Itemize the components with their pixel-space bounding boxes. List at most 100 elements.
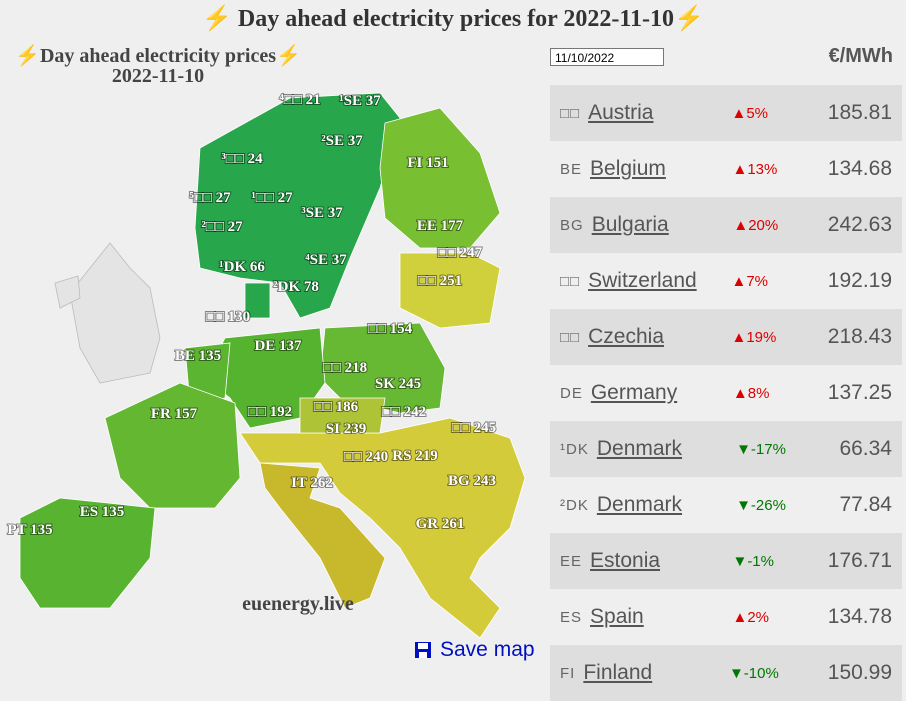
map-label: ³□□ 24 <box>221 151 263 167</box>
map-label: BE 135 <box>175 348 221 364</box>
map-label: ES 135 <box>80 504 125 520</box>
country-code: ¹DK <box>560 440 589 458</box>
country-link[interactable]: Finland <box>583 661 653 684</box>
finland <box>379 107 501 249</box>
benelux <box>184 342 231 404</box>
map-label: ¹□□ 27 <box>251 190 293 206</box>
page-title: ⚡ Day ahead electricity prices for 2022-… <box>202 6 704 32</box>
denmark <box>244 282 271 319</box>
country-code: BE <box>560 160 583 178</box>
country-code: DE <box>560 384 583 402</box>
unit-header: €/MWh <box>828 45 893 67</box>
map-label: GR 261 <box>416 516 465 532</box>
table-row: BG Bulgaria ▲20% 242.63 <box>550 197 902 253</box>
table-row: □□ Switzerland ▲7% 192.19 <box>550 253 902 309</box>
country-code: □□ <box>560 272 581 290</box>
price-change: ▼-1% <box>732 552 774 570</box>
map-label: □□ 242 <box>382 404 426 420</box>
country-link[interactable]: Denmark <box>596 493 683 516</box>
map-label: □□ 192 <box>248 404 292 420</box>
map-label: ⁴□□ 21 <box>279 92 320 108</box>
price: 134.68 <box>827 157 892 180</box>
price-table: □□ Austria ▲5% 185.81 BE Belgium ▲13% 134.68 BG B… <box>550 85 902 701</box>
price-change: ▲7% <box>731 272 768 290</box>
map-label: RS 219 <box>392 448 437 464</box>
map-label: ²SE 37 <box>321 133 363 149</box>
table-row: FI Finland ▼-10% 150.99 <box>550 645 902 701</box>
table-row: EE Estonia ▼-1% 176.71 <box>550 533 902 589</box>
map-label: □□ 251 <box>418 273 462 289</box>
italy <box>259 462 386 609</box>
ireland <box>54 275 81 309</box>
country-link[interactable]: Switzerland <box>588 269 697 292</box>
table-row: □□ Austria ▲5% 185.81 <box>550 85 902 141</box>
map-label: □□ 186 <box>314 399 359 415</box>
price: 66.34 <box>839 437 892 460</box>
price-change: ▲19% <box>731 328 777 346</box>
country-link[interactable]: Bulgaria <box>591 213 669 236</box>
map-label: □□ 247 <box>438 245 483 261</box>
map-label: PT 135 <box>7 522 52 538</box>
price-change: ▲5% <box>731 104 768 122</box>
map-label: ¹SE 37 <box>339 93 381 109</box>
country-code: FI <box>560 664 576 682</box>
map-label: □□ 240 <box>344 449 388 465</box>
save-label[interactable]: Save map <box>440 638 535 661</box>
czechia <box>299 397 386 434</box>
map-date: 2022-11-10 <box>112 65 204 87</box>
map-label: DE 137 <box>254 338 302 354</box>
table-row: DE Germany ▲8% 137.25 <box>550 365 902 421</box>
price: 218.43 <box>827 325 893 348</box>
save-icon <box>415 642 431 658</box>
map-label: SI 239 <box>326 421 366 437</box>
price-change: ▲2% <box>732 608 769 626</box>
france <box>104 382 241 509</box>
price: 150.99 <box>827 661 893 684</box>
map-label: □□ 218 <box>323 360 367 376</box>
table-row: □□ Czechia ▲19% 218.43 <box>550 309 902 365</box>
price: 137.25 <box>827 381 893 404</box>
country-link[interactable]: Germany <box>590 381 678 404</box>
map-label: ²DK 78 <box>273 279 319 295</box>
country-code: ES <box>560 608 583 626</box>
table-row: ¹DK Denmark ▼-17% 66.34 <box>550 421 902 477</box>
iberia <box>19 497 156 609</box>
map-label: FR 157 <box>151 406 198 422</box>
map-label: BG 243 <box>448 473 496 489</box>
country-code: □□ <box>560 328 581 346</box>
central-balkans <box>239 417 526 639</box>
map-label: ⁴SE 37 <box>305 252 347 268</box>
country-link[interactable]: Denmark <box>596 437 683 460</box>
country-link[interactable]: Czechia <box>588 325 664 348</box>
country-link[interactable]: Austria <box>588 101 654 124</box>
country-link[interactable]: Estonia <box>590 549 661 572</box>
price-change: ▼-17% <box>736 440 786 458</box>
map-label: FI 151 <box>407 155 448 171</box>
price-change: ▲20% <box>733 216 779 234</box>
price: 77.84 <box>839 493 892 516</box>
save-button[interactable]: Save map <box>414 638 535 662</box>
map-footer: euenergy.live <box>242 593 354 615</box>
map-label: □□ 245 <box>452 420 496 436</box>
map-label: □□ 130 <box>206 309 250 325</box>
country-link[interactable]: Belgium <box>590 157 666 180</box>
price: 134.78 <box>827 605 892 628</box>
price-change: ▲13% <box>732 160 778 178</box>
country-code: EE <box>560 552 583 570</box>
price: 185.81 <box>827 101 893 124</box>
map-title: ⚡Day ahead electricity prices⚡ <box>15 43 301 67</box>
country-code: BG <box>560 216 584 234</box>
map-label: IT 262 <box>291 475 333 491</box>
country-link[interactable]: Spain <box>590 605 644 628</box>
map-label: ³SE 37 <box>301 205 343 221</box>
map: ⚡Day ahead electricity prices⚡2022-11-10… <box>6 43 526 639</box>
country-code: □□ <box>560 104 581 122</box>
baltics <box>399 252 501 329</box>
map-label: ⁵□□ 27 <box>189 190 231 206</box>
map-label: SK 245 <box>375 376 421 392</box>
date-input[interactable]: 11/10/2022 <box>550 48 664 66</box>
table-row: ²DK Denmark ▼-26% 77.84 <box>550 477 902 533</box>
table-row: BE Belgium ▲13% 134.68 <box>550 141 902 197</box>
country-code: ²DK <box>560 496 589 514</box>
